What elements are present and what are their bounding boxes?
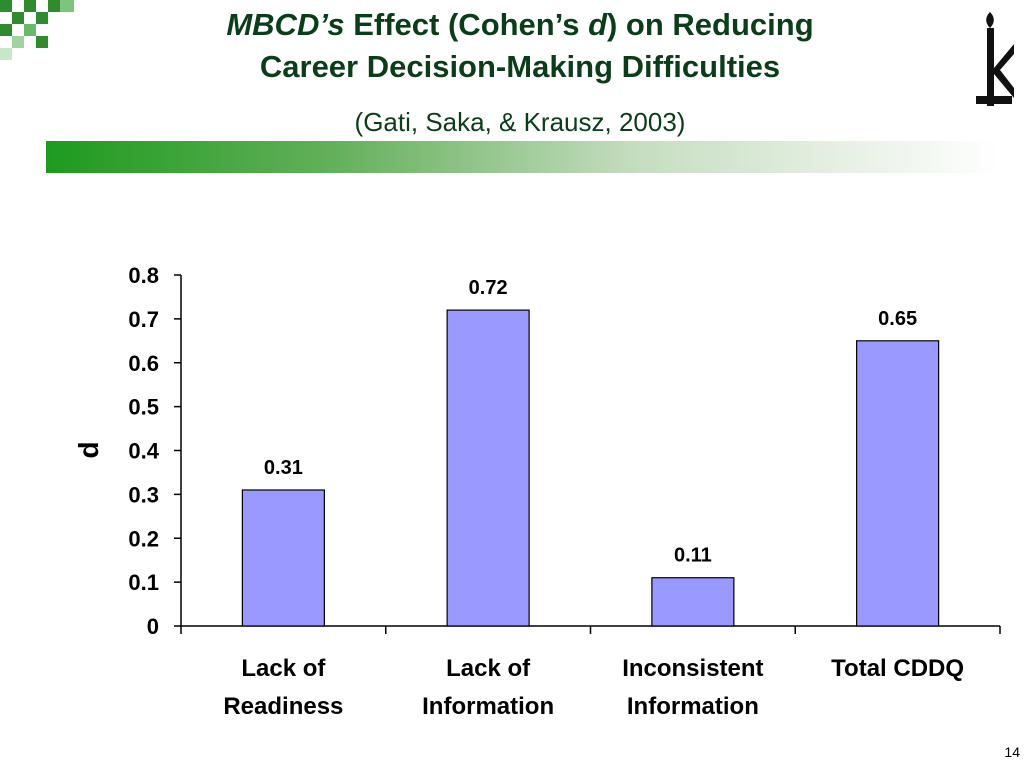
y-tick-label: 0 <box>147 614 159 639</box>
bar <box>446 309 530 627</box>
x-category-label: Lack of <box>446 655 531 682</box>
y-tick-label: 0.4 <box>128 439 159 464</box>
y-axis-label: d <box>73 441 104 458</box>
bar <box>651 577 735 627</box>
x-category-label: Total CDDQ <box>831 655 964 682</box>
data-label: 0.31 <box>264 457 303 479</box>
y-tick-label: 0.2 <box>128 526 159 551</box>
title-line-2: Career Decision-Making Difficulties <box>259 49 781 84</box>
y-tick-label: 0.7 <box>128 307 159 332</box>
x-category-label: Lack of <box>241 655 326 682</box>
bar <box>856 340 940 627</box>
checker-logo-icon <box>0 0 74 60</box>
y-tick-label: 0.6 <box>128 351 159 376</box>
university-emblem-icon <box>976 12 1014 106</box>
x-category-label: Inconsistent <box>622 655 763 682</box>
data-label: 0.65 <box>878 308 917 330</box>
title-text-b: ) on Reducing <box>607 7 814 42</box>
slide-title: MBCD’s Effect (Cohen’s d) on Reducing Ca… <box>150 4 890 88</box>
title-emphasis-mbcd: MBCD’s <box>226 7 345 42</box>
title-line-1: MBCD’s Effect (Cohen’s d) on Reducing <box>150 4 890 46</box>
x-category-label: Information <box>422 693 554 720</box>
data-label: 0.11 <box>674 545 712 567</box>
page-number: 14 <box>1004 744 1020 760</box>
y-tick-label: 0.5 <box>128 395 159 420</box>
bar <box>241 489 325 627</box>
y-tick-label: 0.8 <box>128 263 159 288</box>
title-text-a: Effect (Cohen’s <box>344 7 589 42</box>
y-tick-label: 0.1 <box>128 570 159 595</box>
x-category-label: Information <box>627 693 759 720</box>
x-category-label: Readiness <box>223 693 343 720</box>
slide-subtitle: (Gati, Saka, & Krausz, 2003) <box>354 107 686 137</box>
header-gradient-strip <box>46 141 1000 173</box>
title-emphasis-d: d <box>588 7 607 42</box>
data-label: 0.72 <box>469 277 508 299</box>
y-tick-label: 0.3 <box>128 482 159 507</box>
